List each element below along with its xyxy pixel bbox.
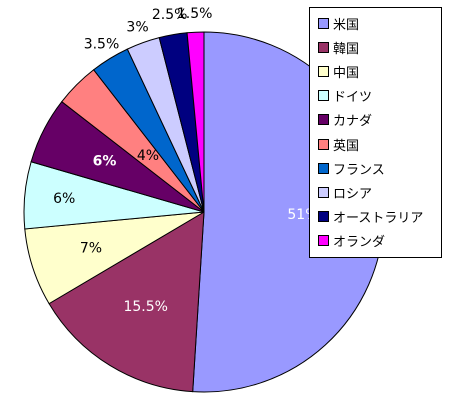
- legend-item-4: ドイツ: [318, 84, 441, 108]
- chart-legend: 米国韓国中国ドイツカナダ英国フランスロシアオーストラリア オランダ: [309, 7, 442, 258]
- data-label-10: 1.5%: [177, 6, 213, 22]
- data-label-5: 6%: [93, 153, 117, 169]
- legend-label-7: フランス: [333, 162, 385, 178]
- legend-swatch-3: [318, 65, 329, 77]
- legend-swatch-7: [318, 162, 329, 174]
- legend-item-7: フランス: [318, 156, 441, 180]
- legend-label-4: ドイツ: [333, 90, 373, 106]
- legend-item-8: ロシア: [318, 180, 441, 204]
- data-label-2: 15.5%: [123, 299, 167, 315]
- legend-swatch-9: [318, 211, 329, 223]
- legend-label-3: 中国: [333, 65, 360, 81]
- data-label-3: 7%: [80, 241, 102, 257]
- legend-swatch-5: [318, 114, 329, 126]
- pie-slice-2: [48, 211, 205, 393]
- legend-label-1: 米国: [333, 17, 360, 33]
- legend-label-8: ロシア: [333, 186, 373, 202]
- legend-label-5: カナダ: [333, 114, 373, 130]
- data-label-4: 6%: [53, 191, 75, 207]
- legend-label-9: オーストラリア: [333, 211, 424, 227]
- legend-item-1: 米国: [318, 11, 441, 35]
- legend-swatch-4: [318, 90, 329, 102]
- legend-item-10: オランダ: [318, 229, 441, 253]
- legend-item-3: 中国: [318, 59, 441, 83]
- legend-swatch-6: [318, 138, 329, 150]
- pie-slice-10: [186, 31, 205, 213]
- legend-label-10: オランダ: [333, 235, 386, 251]
- legend-label-2: 韓国: [333, 41, 360, 57]
- data-label-8: 3%: [126, 19, 148, 35]
- legend-swatch-2: [318, 41, 329, 53]
- data-label-7: 3.5%: [84, 37, 120, 53]
- legend-label-6: 英国: [333, 138, 360, 154]
- data-label-6: 4%: [137, 148, 159, 164]
- legend-item-5: カナダ: [318, 108, 441, 132]
- legend-item-6: 英国: [318, 132, 441, 156]
- legend-swatch-8: [318, 186, 329, 198]
- legend-item-9: オーストラリア: [318, 205, 441, 229]
- legend-item-2: 韓国: [318, 35, 441, 59]
- data-label-9: 2.5%: [152, 7, 188, 23]
- legend-swatch-1: [318, 17, 329, 29]
- legend-swatch-10: [318, 235, 329, 247]
